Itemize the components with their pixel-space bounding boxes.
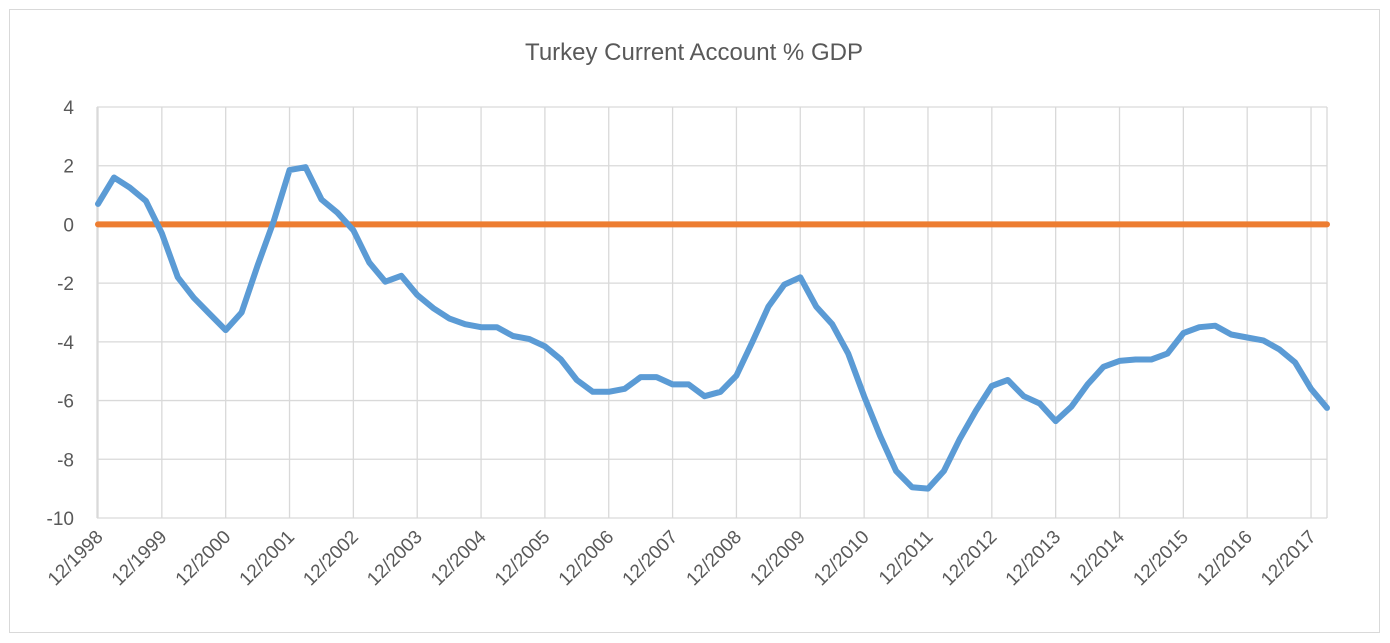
y-tick-label: 2: [63, 157, 74, 178]
x-tick-label: 12/2004: [427, 526, 491, 590]
x-tick-label: 12/2000: [172, 527, 235, 590]
x-tick-label: 12/2013: [1002, 527, 1065, 590]
x-tick-label: 12/2014: [1066, 526, 1130, 590]
chart-title: Turkey Current Account % GDP: [525, 39, 863, 66]
y-tick-label: -8: [57, 450, 74, 471]
vertical-gridlines: [96, 107, 1328, 518]
x-tick-label: 12/2017: [1257, 527, 1320, 590]
y-axis: 4 2 0 -2 -4 -6 -8 -10: [47, 98, 75, 530]
x-tick-label: 12/2008: [683, 527, 746, 590]
x-tick-label: 12/2003: [363, 527, 426, 590]
x-tick-label: 12/2001: [236, 527, 299, 590]
series-line: [95, 164, 1330, 492]
x-tick-label: 12/2011: [875, 527, 937, 589]
y-tick-label: -6: [57, 392, 74, 413]
x-tick-label: 12/2006: [555, 527, 618, 590]
horizontal-gridlines: [97, 106, 1327, 519]
x-tick-label: 12/2007: [619, 527, 682, 590]
x-tick-label: 12/2015: [1129, 527, 1192, 590]
x-tick-label: 12/2012: [938, 527, 1001, 590]
y-tick-label: -4: [57, 333, 74, 354]
x-tick-label: 12/1999: [108, 527, 171, 590]
y-tick-label: -10: [47, 509, 74, 530]
x-axis: 12/1998 12/1999 12/2000 12/2001 12/2002 12/20…: [44, 526, 1320, 590]
x-tick-label: 12/2009: [746, 527, 809, 590]
y-tick-label: 4: [63, 98, 74, 119]
x-tick-label: 12/1998: [44, 527, 107, 590]
x-tick-label: 12/2010: [810, 527, 873, 590]
x-tick-label: 12/2002: [299, 527, 362, 590]
x-tick-label: 12/2016: [1193, 527, 1256, 590]
y-tick-label: -2: [57, 274, 74, 295]
y-tick-label: 0: [63, 215, 74, 236]
series-layer: [95, 164, 1330, 492]
x-tick-label: 12/2005: [491, 527, 554, 590]
